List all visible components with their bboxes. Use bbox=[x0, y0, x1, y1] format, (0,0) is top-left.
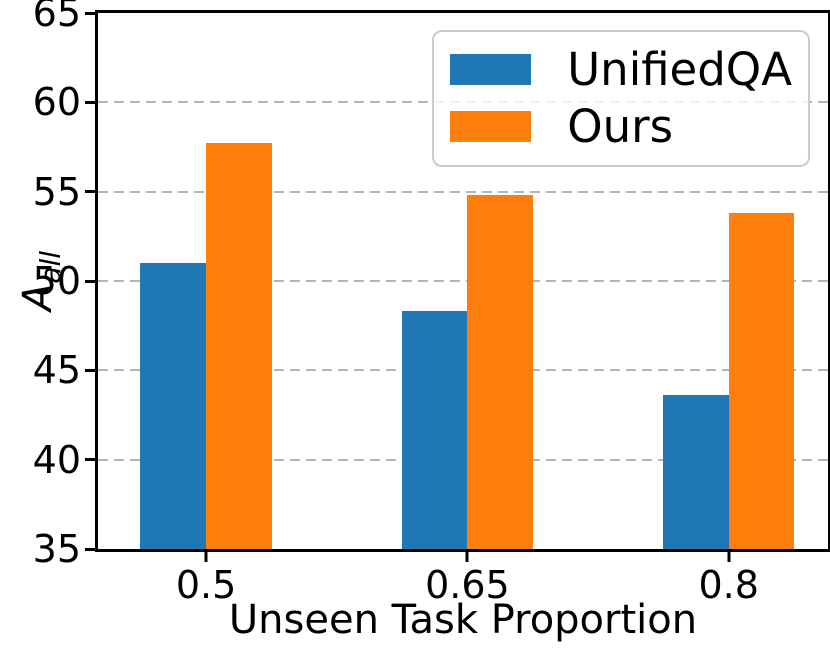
bar-ours-0.65 bbox=[467, 195, 534, 549]
y-tick-60 bbox=[85, 100, 95, 104]
bar-unifiedqa-0.8 bbox=[663, 395, 729, 549]
x-tick-0.65 bbox=[465, 552, 469, 562]
y-tick-40 bbox=[85, 458, 95, 462]
plot-inner: UnifiedQA Ours 35 40 45 50 55 60 65 0.5 0.65 0.8 bbox=[33, 0, 828, 604]
y-tick-label-35: 35 bbox=[32, 527, 81, 571]
x-tick-0.8 bbox=[727, 552, 731, 562]
legend-swatch-ours bbox=[450, 111, 532, 143]
gridline-y-55 bbox=[98, 190, 828, 193]
plot-area: UnifiedQA Ours 35 40 45 50 55 60 65 0.5 0.65 0.8 bbox=[33, 0, 830, 604]
y-tick-50 bbox=[85, 279, 95, 283]
y-tick-label-65: 65 bbox=[32, 0, 81, 35]
y-tick-label-60: 60 bbox=[32, 80, 81, 125]
y-tick-55 bbox=[85, 190, 95, 194]
y-tick-45 bbox=[85, 368, 95, 372]
y-tick-label-45: 45 bbox=[32, 348, 81, 393]
y-tick-65 bbox=[85, 11, 95, 15]
x-tick-label-0.8: 0.8 bbox=[698, 563, 759, 607]
bar-unifiedqa-0.5 bbox=[140, 263, 207, 549]
gridline-y-50 bbox=[98, 280, 828, 282]
y-tick-label-40: 40 bbox=[32, 437, 81, 482]
x-tick-label-0.65: 0.65 bbox=[425, 563, 510, 607]
bar-ours-0.5 bbox=[206, 143, 272, 549]
legend-item-unifiedqa: UnifiedQA bbox=[450, 46, 792, 93]
x-tick-0.5 bbox=[204, 552, 208, 562]
legend-swatch-unifiedqa bbox=[450, 54, 532, 86]
legend: UnifiedQA Ours bbox=[432, 30, 810, 167]
bar-ours-0.8 bbox=[728, 213, 795, 549]
y-tick-35 bbox=[85, 547, 95, 551]
bar-unifiedqa-0.65 bbox=[401, 311, 468, 549]
y-tick-label-55: 55 bbox=[32, 169, 81, 214]
legend-label-unifiedqa: UnifiedQA bbox=[567, 43, 792, 96]
x-tick-label-0.5: 0.5 bbox=[175, 563, 237, 607]
legend-label-ours: Ours bbox=[567, 100, 674, 154]
x-axis-label: Unseen Task Proportion bbox=[228, 597, 698, 643]
legend-item-ours: Ours bbox=[450, 100, 792, 154]
y-tick-label-50: 50 bbox=[32, 259, 81, 303]
